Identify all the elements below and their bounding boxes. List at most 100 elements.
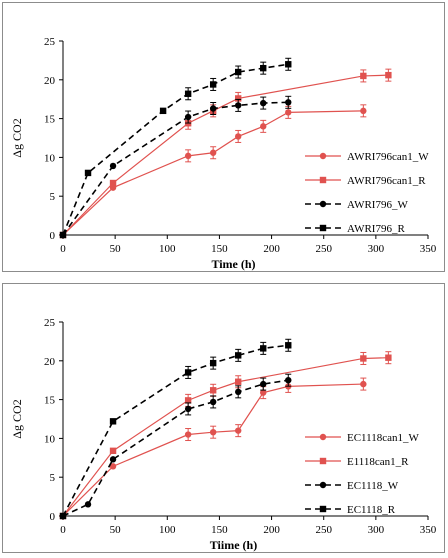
chart-1-series-2-point: [209, 398, 217, 406]
chart-0-series-1-point: [360, 72, 367, 80]
chart-1-y-axis-label: Δg CO2: [10, 399, 24, 438]
chart-0-series-0-point: [184, 152, 192, 160]
chart-0-series-3-point: [84, 169, 92, 177]
chart-1-series-2-point: [184, 405, 192, 413]
chart-0-series-0-point: [260, 123, 267, 130]
chart-1-series-2-point: [109, 456, 117, 463]
chart-1-x-tick-label: 0: [60, 524, 66, 536]
chart-1-series-1-point: [109, 447, 117, 455]
chart-0-series-3-point: [209, 81, 217, 88]
chart-0-series-3-point: [260, 64, 267, 72]
chart-1-legend-label: E1118can1_R: [347, 456, 409, 468]
chart-0-series-0-line: [62, 110, 364, 236]
chart-0-series-2-point: [184, 113, 192, 121]
chart-0-x-axis-label: Time (h): [211, 257, 255, 271]
chart-0-x-tick-label: 200: [263, 243, 280, 255]
chart-1-x-tick-label: 150: [211, 524, 228, 536]
chart-0-x-tick-label: 350: [420, 243, 437, 255]
chart-1-legend-swatch-marker: [319, 481, 327, 489]
chart-1-legend-label: EC1118_R: [347, 504, 396, 516]
chart-0-legend-swatch-marker: [319, 176, 327, 184]
chart-0-series-2-point: [209, 105, 217, 112]
chart-1-series-0-line: [62, 383, 364, 517]
chart-0-series-2-point: [109, 162, 117, 170]
chart-1-x-axis-label: Tiime (h): [210, 538, 257, 552]
chart-0-x-tick-label: 50: [110, 243, 122, 255]
chart-1-series-2-point: [260, 380, 267, 388]
chart-1-series-2-point: [285, 377, 292, 384]
chart-0-series-2-point: [235, 102, 242, 109]
chart-1-series-0-point: [360, 380, 367, 388]
chart-1-x-tick-label: 250: [315, 524, 332, 536]
chart-0-series-2-line: [62, 101, 289, 236]
chart-0-series-3-point: [235, 68, 242, 76]
chart-1-x-tick-label: 100: [159, 524, 176, 536]
chart-0-series-0-point: [360, 107, 367, 115]
chart-1-x-tick-label: 200: [263, 524, 280, 536]
chart-0-series-2-point: [285, 99, 292, 106]
chart-0-y-tick-label: 25: [44, 36, 56, 48]
chart-1-legend-label: EC1118_W: [347, 480, 399, 492]
chart-0-y-tick-label: 20: [44, 75, 56, 87]
chart-0-series-3-point: [285, 61, 292, 68]
chart-0-y-tick-label: 15: [44, 114, 56, 126]
chart-0-series-1-line: [62, 74, 389, 236]
chart-1-series-3-point: [184, 369, 192, 376]
chart-1-x-tick-label: 300: [368, 524, 385, 536]
chart-1-series-0-point: [235, 427, 242, 434]
chart-0-y-tick-label: 5: [50, 191, 56, 203]
chart-1-y-tick-label: 5: [50, 472, 56, 484]
chart-0-series-3-line: [62, 63, 289, 236]
chart-1-legend-swatch-marker: [319, 433, 327, 441]
chart-1-series-0-point: [260, 389, 267, 396]
chart-0-x-tick-label: 250: [315, 243, 332, 255]
chart-1-series-2-point: [235, 388, 242, 396]
chart-1-series-2-line: [62, 379, 289, 517]
chart-1-x-tick-label: 50: [110, 524, 122, 536]
chart-0-legend-swatch-marker: [319, 152, 327, 160]
chart-1-x-tick-label: 350: [420, 524, 437, 536]
chart-1-y-tick-label: 25: [44, 317, 56, 329]
chart-0-legend-swatch-marker: [319, 224, 327, 232]
chart-1-series-1-point: [235, 378, 242, 385]
chart-panel-bottom: 0 5 10 15 20 25 0 50 100 150 200 250 300 350 Tiime (h)…: [2, 283, 445, 553]
chart-0-legend-label: AWRI796_W: [347, 199, 408, 211]
chart-0-series-0-point: [209, 149, 217, 156]
chart-1-series-0-point: [184, 431, 192, 438]
chart-0-legend-swatch-marker: [319, 200, 327, 208]
chart-1-series-0-point: [109, 463, 117, 470]
chart-1-series-1-point: [360, 355, 367, 362]
chart-1-series-3-line: [62, 344, 289, 517]
chart-0-series-2-point: [260, 99, 267, 107]
chart-1-series-0-point: [209, 428, 217, 436]
chart-0-series-1-point: [235, 95, 242, 102]
chart-panel-top: 0 5 10 15 20 25 0 50 100 150 200 250 300 350 Time (h) Δ…: [2, 2, 445, 272]
chart-1-y-tick-label: 0: [50, 511, 56, 523]
chart-1-series-3-point: [235, 352, 242, 359]
chart-0-series-3-point: [59, 231, 67, 239]
chart-0-legend-label: AWRI796can1_R: [347, 175, 426, 187]
chart-0-y-axis-label: Δg CO2: [10, 118, 24, 157]
chart-0-series-1-point: [109, 179, 117, 187]
chart-0-legend-label: AWRI796_R: [347, 223, 405, 235]
chart-0-x-tick-label: 300: [368, 243, 385, 255]
chart-1-series-1-point: [385, 354, 392, 361]
chart-1-series-1-point: [184, 397, 192, 404]
chart-1-series-3-point: [260, 345, 267, 352]
chart-1-series-2-point: [84, 501, 92, 508]
chart-1-legend-label: EC1118can1_W: [347, 432, 420, 444]
chart-0-y-tick-label: 0: [50, 230, 56, 242]
chart-0-series-3-point: [159, 107, 167, 115]
chart-1-y-tick-label: 20: [44, 356, 56, 368]
chart-0-series-1-point: [385, 71, 392, 79]
chart-1-series-3-point: [109, 418, 117, 425]
chart-1-series-3-point: [59, 512, 67, 520]
chart-0-series-3-point: [184, 90, 192, 97]
chart-0-legend-label: AWRI796can1_W: [347, 151, 429, 163]
chart-1-series-3-point: [285, 342, 292, 349]
chart-0-x-tick-label: 150: [211, 243, 228, 255]
chart-0-y-tick-label: 10: [44, 152, 56, 164]
chart-0-series-0-point: [285, 109, 292, 116]
